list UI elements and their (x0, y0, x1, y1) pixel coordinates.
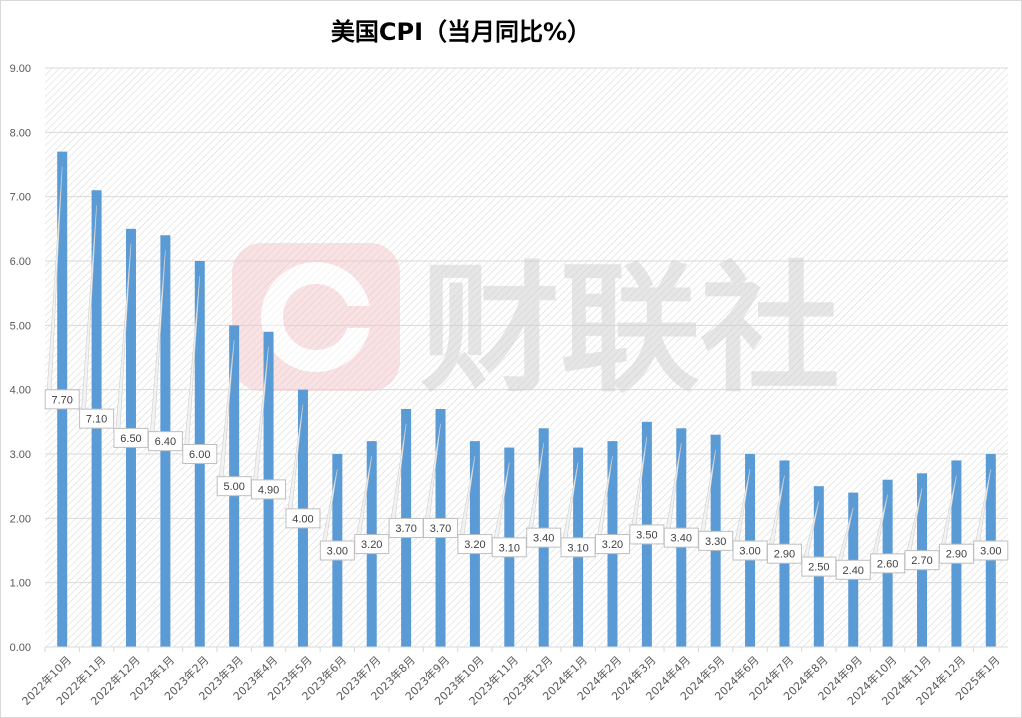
y-tick-label: 3.00 (10, 449, 31, 461)
data-label-box (182, 444, 218, 464)
data-label: 3.00 (980, 546, 1001, 558)
y-tick-label: 0.00 (10, 642, 31, 654)
watermark-text: 财联社 (420, 249, 840, 412)
data-label-box (44, 389, 80, 410)
data-label-box (251, 479, 287, 500)
gridlines (45, 67, 1008, 584)
data-label: 3.40 (671, 533, 692, 545)
data-label: 6.40 (155, 436, 176, 448)
chart-title: 美国CPI（当月同比%） (330, 18, 592, 46)
y-tick-label: 4.00 (10, 385, 31, 397)
data-label: 4.00 (292, 513, 313, 525)
data-label: 3.10 (499, 542, 520, 554)
data-label: 2.70 (911, 555, 932, 567)
data-label: 3.30 (705, 536, 726, 548)
data-label: 3.70 (430, 523, 451, 535)
data-label: 3.50 (636, 529, 657, 541)
y-tick-label: 7.00 (10, 192, 31, 204)
data-label: 2.90 (774, 549, 795, 561)
data-label: 2.60 (877, 558, 898, 570)
y-tick-label: 6.00 (10, 256, 31, 268)
data-label: 3.00 (739, 546, 760, 558)
y-tick-label: 9.00 (10, 63, 31, 75)
data-label: 4.90 (258, 484, 279, 496)
data-label: 3.00 (327, 546, 348, 558)
data-label: 3.10 (567, 542, 588, 554)
data-label: 3.70 (395, 523, 416, 535)
data-label: 2.90 (946, 549, 967, 561)
data-label: 2.40 (843, 565, 864, 577)
data-label: 3.20 (464, 539, 485, 551)
data-label: 5.00 (223, 481, 244, 493)
data-label: 3.20 (361, 539, 382, 551)
data-label-box (147, 431, 183, 452)
data-label: 7.70 (51, 394, 72, 406)
data-label: 7.10 (86, 414, 107, 426)
data-label: 6.00 (189, 449, 210, 461)
data-label-box (354, 534, 390, 555)
y-tick-label: 5.00 (10, 320, 31, 332)
y-tick-label: 8.00 (10, 127, 31, 139)
data-label-box (766, 543, 802, 564)
data-label-box (973, 540, 1009, 561)
y-tick-label: 2.00 (10, 513, 31, 525)
data-label-box (423, 517, 459, 538)
watermark: 财联社 (232, 243, 840, 412)
data-label: 6.50 (120, 433, 141, 445)
data-label: 2.50 (808, 562, 829, 574)
data-label: 3.20 (602, 539, 623, 551)
data-label-box (79, 408, 115, 429)
data-label: 3.40 (533, 533, 554, 545)
data-label-box (285, 508, 321, 529)
y-tick-label: 1.00 (10, 578, 31, 590)
